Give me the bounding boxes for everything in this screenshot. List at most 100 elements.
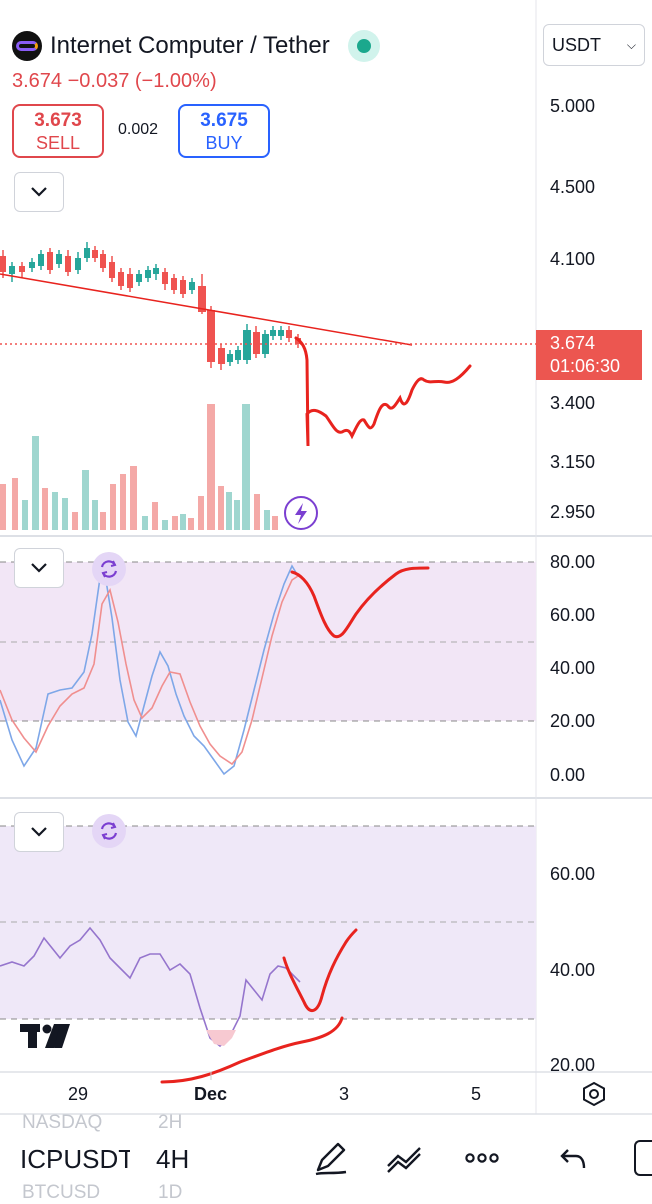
symbol-title: Internet Computer / Tether <box>50 32 330 59</box>
next-interval-ghost: 1D <box>158 1182 183 1203</box>
candlesticks <box>0 242 301 370</box>
rsi-collapse-button[interactable] <box>14 812 64 852</box>
volume-bar <box>188 518 194 530</box>
volume-bar <box>172 516 178 530</box>
annotation-stoch-path <box>290 566 430 639</box>
time-axis-label: Dec <box>194 1084 228 1104</box>
rsi-line <box>0 926 301 1048</box>
tradingview-logo-icon <box>20 1024 70 1048</box>
candle <box>227 354 233 362</box>
sell-button[interactable]: 3.673 SELL <box>12 104 104 158</box>
market-status-icon[interactable] <box>347 30 380 62</box>
time-axis-label: 29 <box>68 1084 89 1104</box>
rsi-refresh-button[interactable] <box>92 814 126 848</box>
candle <box>136 274 142 282</box>
volume-bar <box>198 496 204 530</box>
volume-bar <box>110 484 116 530</box>
volume-bar <box>12 478 18 530</box>
volume-bar <box>130 466 137 530</box>
fullscreen-button[interactable] <box>634 1140 652 1176</box>
candle <box>118 272 124 286</box>
tradingview-logo <box>20 1022 70 1055</box>
interval-selector[interactable]: 4H <box>156 1144 190 1174</box>
bar-countdown: 01:06:30 <box>550 356 621 376</box>
prev-interval-ghost: 2H <box>158 1112 183 1133</box>
volume-bar <box>264 510 270 530</box>
rsi-axis-label: 60.00 <box>550 864 596 884</box>
stoch-refresh-button[interactable] <box>92 552 126 586</box>
price-axis-label: 2.950 <box>550 502 596 522</box>
volume-bar <box>234 500 240 530</box>
currency-select[interactable]: USDT ⌵ <box>543 24 645 66</box>
last-price-tag: 3.674 01:06:30 <box>536 330 642 380</box>
settings-hexagon-icon <box>583 1081 605 1107</box>
candle <box>145 270 151 278</box>
volume-bar <box>242 404 250 530</box>
volume-bar <box>32 436 39 530</box>
candle <box>47 252 53 270</box>
candle <box>153 268 159 274</box>
price-axis-label: 5.000 <box>550 96 596 116</box>
volume-bar <box>22 500 28 530</box>
symbol-selector[interactable]: ICPUSDT <box>20 1144 130 1174</box>
symbol-header[interactable]: Internet Computer / Tether <box>12 30 380 62</box>
volume-bar <box>207 404 215 530</box>
drawing-tools-icon <box>387 1147 421 1173</box>
candle <box>243 330 251 360</box>
chevron-down-icon <box>31 827 47 837</box>
buy-button[interactable]: 3.675 BUY <box>178 104 270 158</box>
candle <box>9 266 15 274</box>
more-icon <box>465 1153 499 1163</box>
stoch-axis-label: 20.00 <box>550 711 596 731</box>
lightning-button[interactable] <box>284 496 318 530</box>
volume-bars <box>0 404 278 530</box>
undo-button[interactable] <box>556 1138 592 1183</box>
lightning-icon <box>295 503 307 524</box>
icp-logo-icon <box>12 31 42 61</box>
candle <box>286 330 292 338</box>
stoch-axis-label: 0.00 <box>550 765 586 785</box>
currency-value: USDT <box>552 34 601 55</box>
volume-bar <box>272 516 278 530</box>
candle <box>180 280 186 294</box>
stoch-axis-label: 40.00 <box>550 658 596 678</box>
prev-symbol-ghost: NASDAQ <box>22 1112 103 1133</box>
candle <box>162 272 168 284</box>
buy-label: BUY <box>205 133 243 153</box>
price-axis-label: 4.100 <box>550 249 596 269</box>
candle <box>235 350 241 360</box>
candle <box>109 262 115 278</box>
volume-bar <box>120 474 126 530</box>
candle <box>84 248 90 258</box>
refresh-icon <box>100 822 118 840</box>
trendline <box>0 273 413 346</box>
volume-bar <box>254 494 260 530</box>
candle <box>29 262 35 268</box>
candle <box>207 310 215 362</box>
volume-bar <box>0 484 6 530</box>
price-axis-label: 3.400 <box>550 393 596 413</box>
rsi-axis-label: 20.00 <box>550 1055 596 1075</box>
candle <box>65 256 71 272</box>
chart-settings-button[interactable] <box>580 1080 608 1113</box>
sell-label: SELL <box>35 133 81 153</box>
stoch-axis-label: 60.00 <box>550 605 596 625</box>
legend-collapse-button[interactable] <box>14 172 64 212</box>
drawing-pen-button[interactable] <box>310 1138 350 1183</box>
candle <box>0 256 6 272</box>
more-button[interactable] <box>462 1138 502 1183</box>
volume-bar <box>100 512 106 530</box>
drawing-tools-button[interactable] <box>384 1138 424 1183</box>
candle <box>100 254 106 268</box>
candle <box>218 348 225 364</box>
volume-bar <box>72 512 78 530</box>
price-change: 3.674 −0.037 (−1.00%) <box>12 70 217 92</box>
volume-bar <box>162 520 168 530</box>
annotation-price-path <box>294 336 472 447</box>
stoch-collapse-button[interactable] <box>14 548 64 588</box>
volume-bar <box>142 516 148 530</box>
volume-bar <box>82 470 89 530</box>
undo-icon <box>560 1149 586 1169</box>
candle <box>38 254 44 266</box>
